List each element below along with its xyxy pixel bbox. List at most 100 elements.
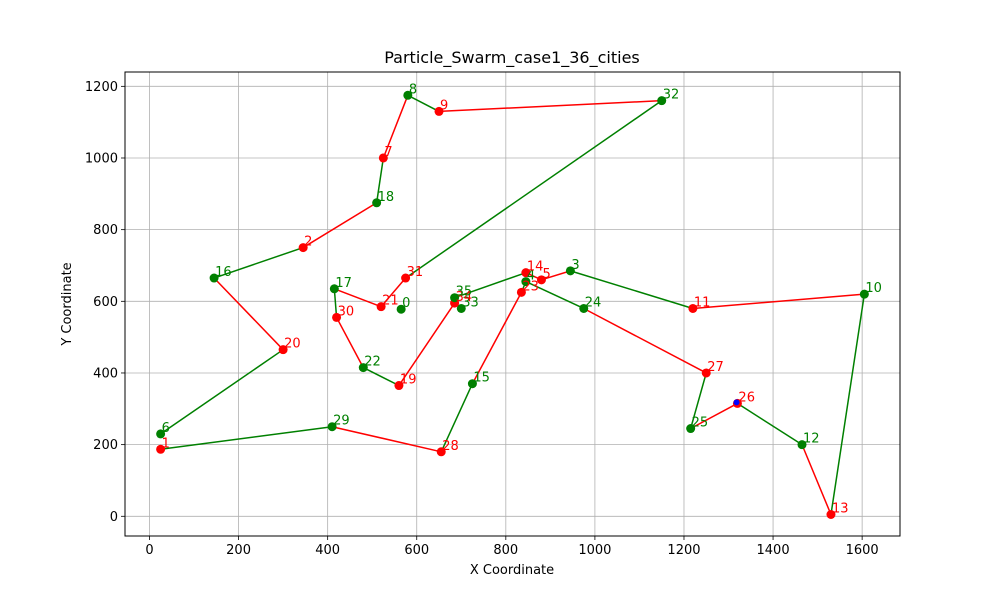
route-segment-27-24 [583,307,707,374]
route-segment-12-26 [737,402,803,446]
city-label-11: 11 [694,295,711,310]
route-segment-32-31 [405,100,663,279]
city-marker-18 [372,198,382,208]
x-axis-label: X Coordinate [470,563,554,578]
y-tick-label: 1000 [85,151,118,166]
city-markers [156,90,869,520]
x-tick-label: 1400 [757,543,790,558]
city-label-6: 6 [162,421,170,436]
y-tick-label: 800 [93,223,118,238]
city-marker-6 [156,429,166,439]
x-tick-label: 800 [493,543,518,558]
route-segment-25-27 [689,372,707,429]
x-tick-label: 1200 [667,543,700,558]
city-marker-4 [521,277,531,287]
route-segment-9-32 [438,99,662,113]
city-label-8: 8 [409,82,417,97]
city-marker-24 [579,303,589,313]
city-label-4: 4 [527,269,535,284]
city-marker-13 [826,510,836,520]
city-label-13: 13 [832,502,849,517]
route-segment-22-19 [362,366,400,387]
city-marker-27 [701,368,711,378]
city-marker-5 [536,275,546,285]
route-segment-10-13 [830,294,866,515]
city-label-28: 28 [442,439,459,454]
city-label-5: 5 [542,267,550,282]
route-segment-35-14 [454,271,527,299]
city-label-31: 31 [407,265,424,280]
y-axis-ticks: 0 200 400 600 800 1000 1200 [85,80,125,525]
city-label-32: 32 [663,88,680,103]
route-segment-30-22 [335,317,364,368]
city-marker-25 [686,424,696,434]
route-segment-20-16 [213,277,284,351]
city-marker-30 [332,312,342,322]
city-label-34: 34 [456,290,473,305]
city-marker-14 [521,268,531,278]
route-segment-24-4 [525,280,585,310]
x-tick-label: 0 [145,543,153,558]
route-segment-13-12 [801,444,832,515]
city-marker-33 [456,303,466,313]
route-segment-15-28 [440,383,474,453]
chart-title: Particle_Swarm_case1_36_cities [384,48,640,68]
route-segment-3-11 [570,270,694,310]
y-tick-label: 0 [110,510,118,525]
y-tick-label: 200 [93,438,118,453]
x-tick-label: 600 [404,543,429,558]
x-tick-label: 400 [315,543,340,558]
city-marker-12 [797,440,807,450]
route-segment-2-18 [302,202,378,249]
city-label-23: 23 [522,279,539,294]
x-tick-label: 1600 [846,543,879,558]
city-marker-23 [516,287,526,297]
city-marker-35 [450,293,460,303]
route-segment-8-9 [407,94,440,113]
city-marker-7 [378,153,388,163]
route-segment-31-21 [380,277,407,308]
city-label-10: 10 [865,281,882,296]
city-label-33: 33 [462,295,479,310]
plot-frame [124,71,901,537]
y-axis-label: Y Coordinate [60,262,75,346]
city-label-14: 14 [527,260,544,275]
city-marker-0 [396,304,406,314]
city-marker-1 [156,444,166,454]
route-segment-7-8 [382,95,409,159]
city-label-7: 7 [384,145,392,160]
route-segment-29-1 [160,425,333,451]
city-label-17: 17 [335,276,352,291]
x-tick-label: 1000 [578,543,611,558]
city-marker-22 [358,363,368,373]
city-label-15: 15 [473,371,490,386]
route-segment-5-3 [541,270,571,281]
route-segment-6-20 [160,349,284,435]
route-segment-19-34 [398,302,456,386]
city-label-18: 18 [378,190,395,205]
city-marker-20 [278,345,288,355]
city-marker-9 [434,106,444,116]
city-label-35: 35 [456,285,473,300]
city-label-12: 12 [803,432,820,447]
city-marker-28 [436,447,446,457]
city-marker-29 [327,422,337,432]
city-marker-2 [298,243,308,253]
y-tick-label: 1200 [85,80,118,95]
city-label-1: 1 [162,436,170,451]
city-marker-3 [565,266,575,276]
city-label-2: 2 [304,235,312,250]
city-marker-overlay-26 [733,399,740,406]
x-axis-ticks: 0 200 400 600 800 1000 1200 1400 1600 [145,536,879,558]
city-label-0: 0 [402,296,410,311]
y-tick-label: 600 [93,295,118,310]
route-segment-16-2 [213,246,304,279]
city-label-25: 25 [692,416,709,431]
city-label-9: 9 [440,98,448,113]
city-label-26: 26 [738,390,755,405]
city-marker-17 [329,284,339,294]
route-segment-28-29 [331,425,442,453]
city-marker-16 [209,273,219,283]
